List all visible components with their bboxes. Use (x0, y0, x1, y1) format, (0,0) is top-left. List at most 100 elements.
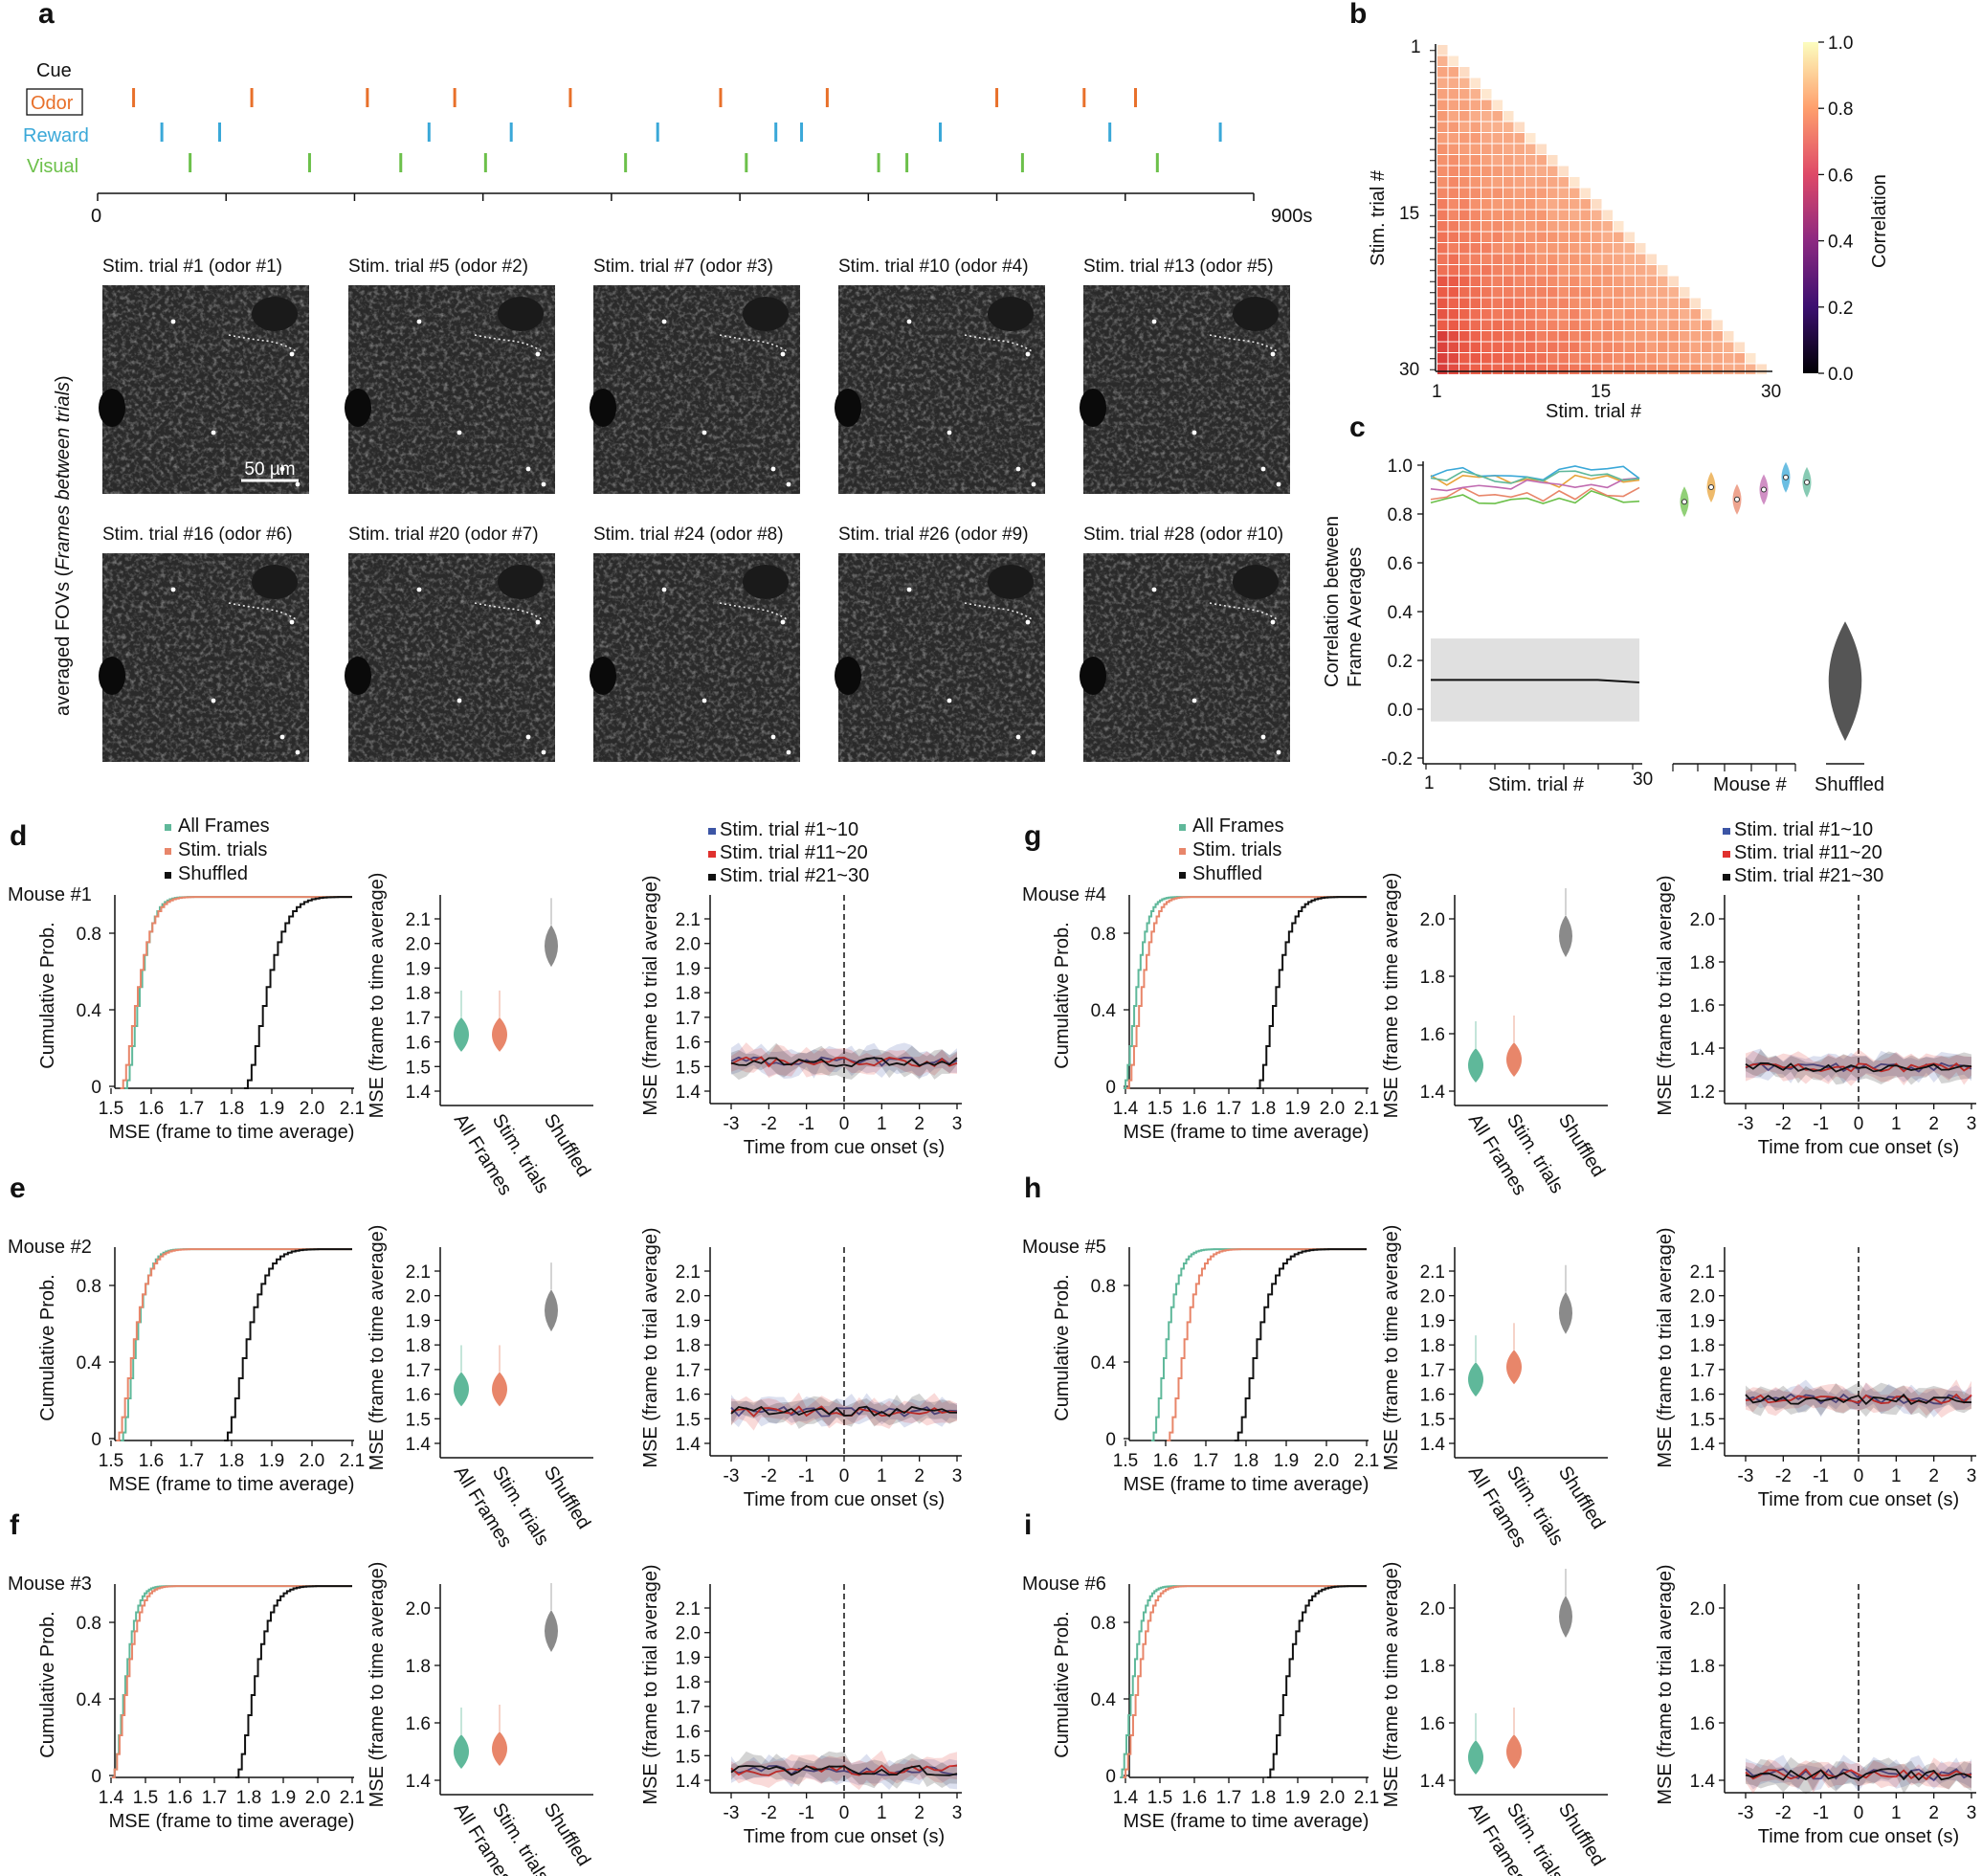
cbar-tick-0.8: 0.8 (1828, 100, 1853, 120)
heatmap-cell (1592, 342, 1602, 352)
heatmap-cell (1548, 309, 1558, 320)
ts-ytick-3: 1.8 (676, 1673, 701, 1693)
heatmap-cell (1646, 331, 1657, 342)
vio-ytick-1: 2.0 (406, 1287, 431, 1307)
heatmap-cell (1624, 309, 1635, 320)
vio-ytick-3: 1.4 (1420, 1083, 1446, 1103)
violin-2 (1559, 1291, 1572, 1334)
cdf-xtick-5: 2.0 (1314, 1451, 1339, 1471)
ts-ytick-7: 1.4 (676, 1772, 701, 1792)
cdf-xtick-4: 1.9 (259, 1451, 284, 1471)
cdf-stim-trials (1167, 1248, 1367, 1441)
ts-legend-swatch (708, 874, 716, 881)
heatmap-cell (1570, 364, 1580, 374)
heatmap-cell (1690, 353, 1701, 364)
heatmap-cell (1690, 331, 1701, 342)
heatmap-cell (1492, 364, 1503, 374)
ts-ytick-4: 1.7 (676, 1009, 701, 1029)
cdf-shuffled (1234, 1248, 1367, 1441)
heatmap-cell (1503, 320, 1514, 330)
ts-ytick-2: 1.9 (676, 1311, 701, 1331)
heatmap-cell (1525, 276, 1536, 286)
cdf-ylabel: Cumulative Prob. (37, 1274, 58, 1420)
heatmap-cell (1492, 144, 1503, 154)
heatmap-cell (1624, 254, 1635, 264)
fov-soma (211, 430, 216, 436)
heatmap-cell (1680, 287, 1690, 298)
ts-legend-swatch (1723, 828, 1730, 835)
heatmap-cell (1646, 342, 1657, 352)
heatmap-cell (1459, 342, 1470, 352)
heatmap-cell (1525, 199, 1536, 210)
vio-ytick-0: 2.0 (1420, 910, 1445, 930)
cdf-ytick-2: 0 (91, 1078, 101, 1098)
ts-ytick-1: 2.0 (676, 1624, 701, 1644)
heatmap-cell (1437, 177, 1448, 188)
heatmap-cell (1437, 100, 1448, 110)
heatmap-cell (1448, 210, 1459, 220)
vio-ytick-1: 1.8 (1420, 1657, 1445, 1677)
heatmap-cell (1470, 232, 1481, 242)
heatmap-cell (1614, 221, 1624, 232)
fov-panel-6: Stim. trial #16 (odor #6) (99, 525, 309, 762)
heatmap-cell (1459, 243, 1470, 254)
heatmap-cell (1536, 243, 1547, 254)
fov-ylabel-post: ) (53, 375, 74, 382)
heatmap-cell (1525, 210, 1536, 220)
heatmap-cell (1448, 309, 1459, 320)
heatmap-cell (1548, 353, 1558, 364)
heatmap-ticks (1430, 50, 1436, 370)
ts-ytick-6: 1.5 (676, 1410, 701, 1430)
cdf-xtick-0: 1.4 (1113, 1099, 1139, 1119)
heatmap-cell (1481, 111, 1492, 122)
heatmap-cell (1592, 331, 1602, 342)
heatmap-cell (1514, 254, 1525, 264)
heatmap-cell (1536, 254, 1547, 264)
ts-ytick-7: 1.4 (1690, 1435, 1716, 1455)
heatmap-cell (1602, 232, 1613, 242)
fov-soma (295, 481, 301, 487)
heatmap-cell (1702, 320, 1712, 330)
heatmap-cell (1459, 177, 1470, 188)
heatmap-cell (1724, 342, 1734, 352)
vio-ytick-2: 1.6 (406, 1714, 431, 1734)
heatmap-cell (1481, 122, 1492, 132)
cdf-all-frames (1120, 1585, 1367, 1778)
violin-0 (454, 1734, 469, 1769)
ts-ytick-4: 1.7 (676, 1361, 701, 1381)
heatmap-cell (1459, 364, 1470, 374)
heatmap-cell (1702, 342, 1712, 352)
ts-ytick-4: 1.2 (1690, 1083, 1715, 1103)
heatmap-cell (1680, 320, 1690, 330)
hm-xtick-1: 1 (1432, 382, 1442, 402)
heatmap-cell (1646, 287, 1657, 298)
ts-band-2 (1746, 1756, 1971, 1795)
heatmap-cell (1448, 265, 1459, 276)
ts-xtick-4: 1 (877, 1466, 887, 1486)
cdf-ytick-0: 0.8 (1091, 1614, 1116, 1634)
heatmap-cell (1481, 210, 1492, 220)
heatmap-cell (1658, 364, 1668, 374)
heatmap-cell (1514, 199, 1525, 210)
heatmap-cell (1470, 287, 1481, 298)
heatmap-cell (1514, 364, 1525, 374)
ts-ytick-1: 2.0 (676, 1287, 701, 1307)
heatmap-cell (1536, 287, 1547, 298)
heatmap-cell (1470, 298, 1481, 308)
ts-line-1 (1745, 1768, 1972, 1781)
heatmap-cell (1646, 265, 1657, 276)
ts-ytick-2: 1.6 (1690, 1714, 1715, 1734)
heatmap-cell (1481, 177, 1492, 188)
heatmap-cell (1570, 199, 1580, 210)
heatmap-cell (1459, 111, 1470, 122)
fov-soma (780, 619, 786, 625)
heatmap-cell (1514, 221, 1525, 232)
c-ytick-0.8: 0.8 (1388, 505, 1413, 525)
fov-soma (457, 698, 462, 704)
violin-1 (492, 1372, 507, 1407)
ts-legend-swatch (1723, 874, 1730, 881)
fov-soma (906, 319, 912, 324)
ts-ytick-1: 2.0 (676, 935, 701, 955)
